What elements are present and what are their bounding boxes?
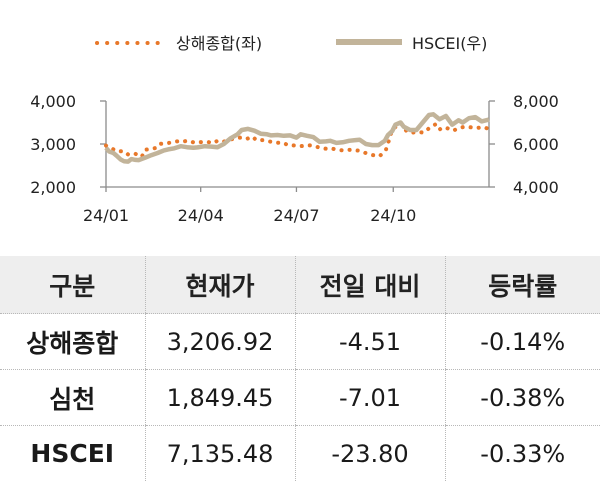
x-axis-tick-label: 24/01 xyxy=(83,206,129,225)
header-change: 전일 대비 xyxy=(295,256,445,314)
header-price: 현재가 xyxy=(145,256,295,314)
row-name: 심천 xyxy=(0,370,145,426)
row-name: 상해종합 xyxy=(0,314,145,370)
table-row: 상해종합 3,206.92 -4.51 -0.14% xyxy=(0,314,600,370)
row-rate: -0.33% xyxy=(445,426,600,481)
quote-table-area: 구분 현재가 전일 대비 등락률 상해종합 3,206.92 -4.51 -0.… xyxy=(0,256,600,480)
series-line-hscei xyxy=(106,114,489,161)
left-axis-tick-label: 2,000 xyxy=(30,178,76,197)
table-row: 심천 1,849.45 -7.01 -0.38% xyxy=(0,370,600,426)
right-axis-tick-label: 8,000 xyxy=(513,92,559,111)
table-row: HSCEI 7,135.48 -23.80 -0.33% xyxy=(0,426,600,481)
left-axis-tick-label: 4,000 xyxy=(30,92,76,111)
row-price: 1,849.45 xyxy=(145,370,295,426)
chart-area: 상해종합(좌) HSCEI(우) 2,000 3,000 4,000 4,000 6,0… xyxy=(0,0,600,252)
header-category: 구분 xyxy=(0,256,145,314)
row-change: -23.80 xyxy=(295,426,445,481)
x-axis-tick-label: 24/04 xyxy=(178,206,224,225)
legend-label-hscei: HSCEI(우) xyxy=(412,34,487,53)
row-change: -7.01 xyxy=(295,370,445,426)
legend-label-shanghai: 상해종합(좌) xyxy=(176,34,262,53)
row-rate: -0.38% xyxy=(445,370,600,426)
row-rate: -0.14% xyxy=(445,314,600,370)
row-name: HSCEI xyxy=(0,426,145,481)
row-change: -4.51 xyxy=(295,314,445,370)
row-price: 3,206.92 xyxy=(145,314,295,370)
quote-table: 구분 현재가 전일 대비 등락률 상해종합 3,206.92 -4.51 -0.… xyxy=(0,256,600,481)
table-header-row: 구분 현재가 전일 대비 등락률 xyxy=(0,256,600,314)
row-price: 7,135.48 xyxy=(145,426,295,481)
right-axis-tick-label: 4,000 xyxy=(513,178,559,197)
chart-legend: 상해종합(좌) HSCEI(우) xyxy=(97,34,487,53)
left-axis-tick-label: 3,000 xyxy=(30,135,76,154)
x-axis-tick-label: 24/10 xyxy=(370,206,416,225)
right-axis-tick-label: 6,000 xyxy=(513,135,559,154)
x-axis-tick-label: 24/07 xyxy=(273,206,319,225)
line-chart: 상해종합(좌) HSCEI(우) 2,000 3,000 4,000 4,000 6,0… xyxy=(0,0,600,252)
header-rate: 등락률 xyxy=(445,256,600,314)
